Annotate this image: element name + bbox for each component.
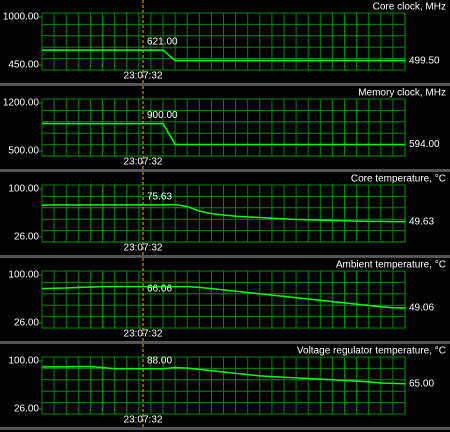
cursor-time: 23:07:32 xyxy=(124,415,163,426)
y-tick-label: 26.00 xyxy=(14,318,39,329)
cursor-value: 621.00 xyxy=(147,37,178,48)
current-value: 49.06 xyxy=(409,303,434,314)
current-value: 594.00 xyxy=(409,139,440,150)
cursor-time: 23:07:32 xyxy=(124,157,163,168)
y-tick-label: 100.00 xyxy=(8,270,39,281)
panel-separator xyxy=(0,255,450,258)
data-line xyxy=(42,122,405,146)
panel-title: Core clock, MHz xyxy=(373,2,446,13)
y-tick-label: 26.00 xyxy=(14,232,39,243)
panel-title: Core temperature, °C xyxy=(351,174,446,185)
panel-separator xyxy=(0,83,450,86)
y-tick-label: 100.00 xyxy=(8,184,39,195)
y-tick-label: 100.00 xyxy=(8,356,39,367)
y-tick-label: 450.00 xyxy=(8,60,39,71)
y-tick-label: 1200.00 xyxy=(3,98,40,109)
cursor-value: 66.06 xyxy=(147,284,172,295)
data-line xyxy=(41,285,406,309)
panel-separator xyxy=(0,169,450,172)
current-value: 499.50 xyxy=(409,55,440,66)
cursor-time: 23:07:32 xyxy=(124,243,163,254)
current-value: 65.00 xyxy=(409,378,434,389)
data-line xyxy=(42,49,405,62)
panel-title: Ambient temperature, °C xyxy=(336,260,446,271)
cursor-value: 900.00 xyxy=(147,110,178,121)
panel-separator xyxy=(0,427,450,430)
data-line xyxy=(42,365,406,385)
panel-title: Voltage regulator temperature, °C xyxy=(297,346,446,357)
cursor-time: 23:07:32 xyxy=(124,71,163,82)
cursor-value: 88.00 xyxy=(147,355,172,366)
data-line xyxy=(41,203,405,223)
panel-title: Memory clock, MHz xyxy=(358,88,446,99)
panel-separator xyxy=(0,341,450,344)
cursor-time: 23:07:32 xyxy=(124,329,163,340)
current-value: 49.63 xyxy=(409,216,434,227)
y-tick-label: 26.00 xyxy=(14,404,39,415)
y-tick-label: 1000.00 xyxy=(3,12,40,23)
cursor-value: 75.63 xyxy=(147,191,172,202)
y-tick-label: 500.00 xyxy=(8,146,39,157)
